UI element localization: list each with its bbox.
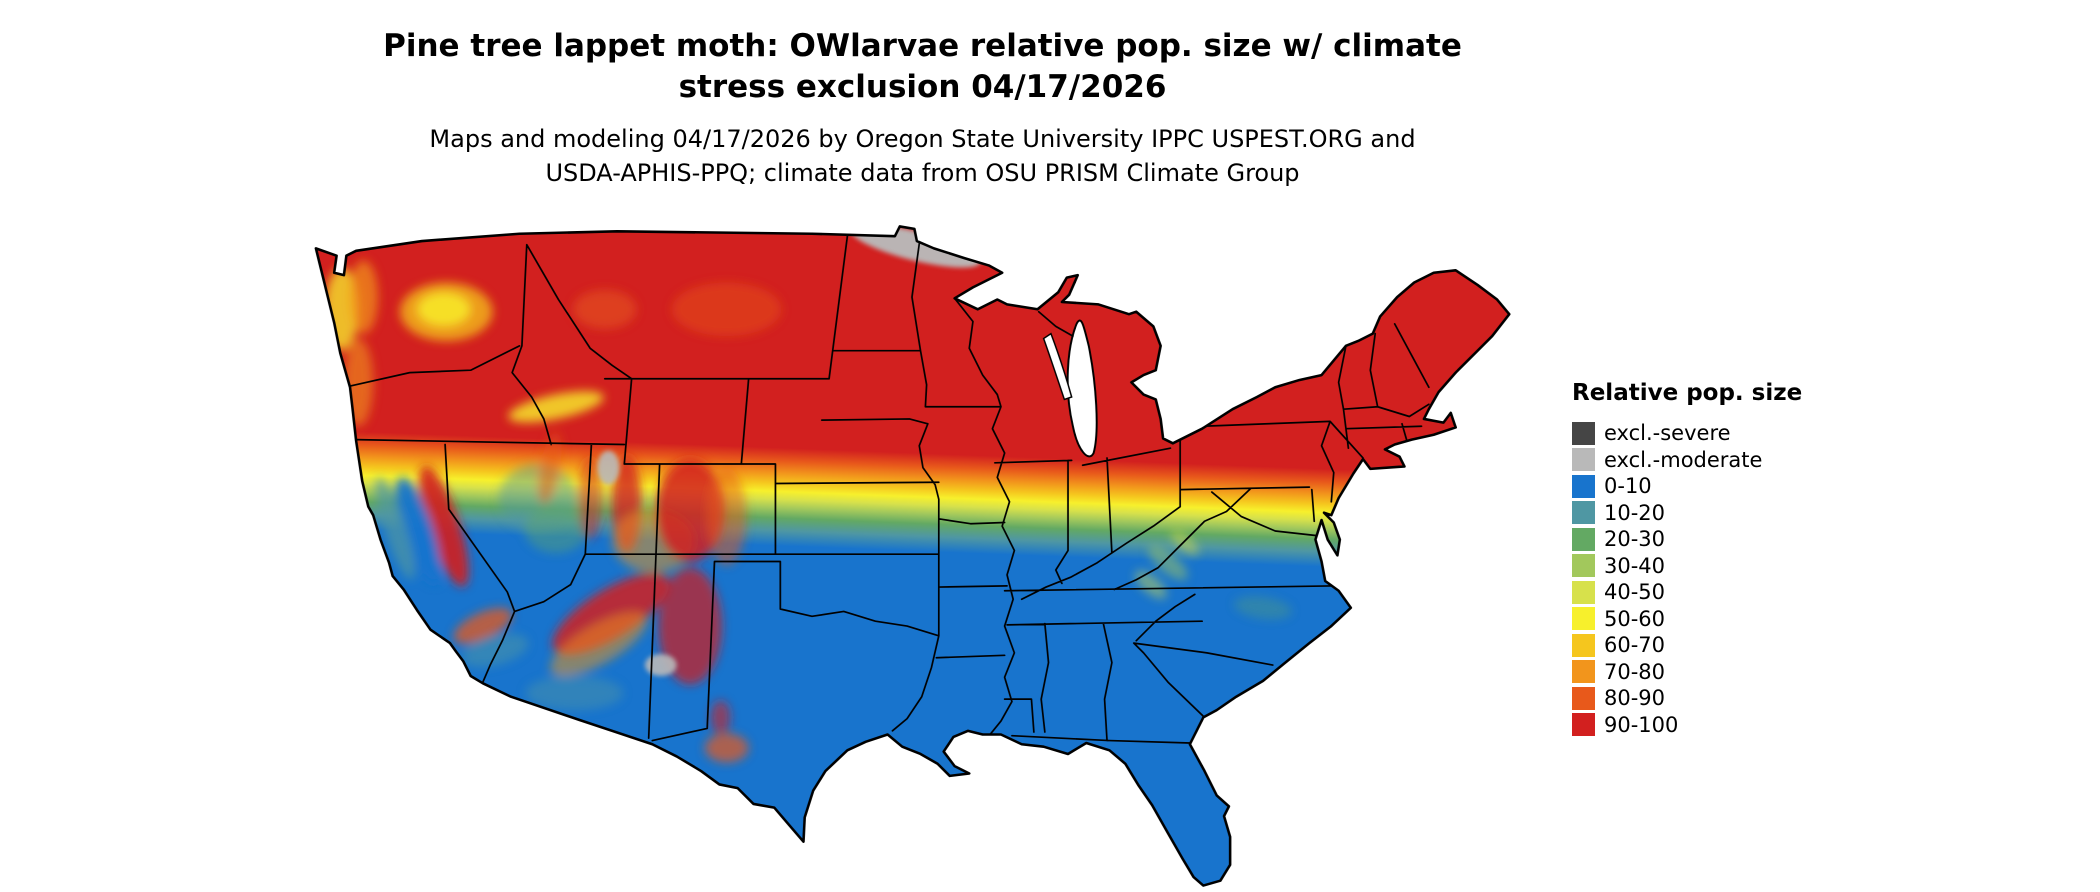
legend-item: 40-50 (1572, 579, 1932, 606)
legend-swatch (1572, 501, 1595, 525)
legend-item: 70-80 (1572, 659, 1932, 686)
subtitle-line-2: USDA-APHIS-PPQ; climate data from OSU PR… (545, 159, 1300, 187)
legend-item-label: 80-90 (1604, 686, 1666, 711)
legend-swatch (1572, 474, 1595, 498)
chart-title: Pine tree lappet moth: OWlarvae relative… (0, 26, 1845, 108)
legend-item: 0-10 (1572, 473, 1932, 500)
legend-items: excl.-severe excl.-moderate 0-10 10-20 20-30… (1572, 420, 1932, 738)
legend-swatch (1572, 554, 1595, 578)
legend-item-label: 30-40 (1604, 553, 1666, 578)
legend-title: Relative pop. size (1572, 380, 1803, 406)
legend-item-label: 20-30 (1604, 527, 1666, 552)
legend-item: 20-30 (1572, 526, 1932, 553)
legend-item: 60-70 (1572, 632, 1932, 659)
legend-item-label: 70-80 (1604, 659, 1666, 684)
legend-swatch (1572, 607, 1595, 631)
legend-item: 80-90 (1572, 685, 1932, 712)
legend-swatch (1572, 421, 1595, 445)
legend-item-label: 60-70 (1604, 633, 1666, 658)
subtitle-line-1: Maps and modeling 04/17/2026 by Oregon S… (429, 125, 1416, 153)
legend-swatch (1572, 448, 1595, 472)
legend-swatch (1572, 686, 1595, 710)
legend-item: 50-60 (1572, 606, 1932, 633)
legend-item: excl.-severe (1572, 420, 1932, 447)
legend-swatch (1572, 580, 1595, 604)
title-line-2: stress exclusion 04/17/2026 (678, 69, 1167, 105)
title-line-1: Pine tree lappet moth: OWlarvae relative… (383, 28, 1462, 64)
legend-item: 30-40 (1572, 553, 1932, 580)
legend-item: 10-20 (1572, 500, 1932, 527)
green-bay-lake (1042, 332, 1073, 401)
legend-item: excl.-moderate (1572, 447, 1932, 474)
legend-item-label: 90-100 (1604, 712, 1679, 737)
us-base-fill (315, 226, 1510, 886)
legend-item: 90-100 (1572, 712, 1932, 739)
legend-swatch (1572, 660, 1595, 684)
legend-swatch (1572, 633, 1595, 657)
legend-item-label: 40-50 (1604, 580, 1666, 605)
terrain-overlay (324, 260, 1293, 763)
state-borders (349, 235, 1430, 761)
legend-item-label: excl.-severe (1604, 421, 1731, 446)
us-map-svg (314, 225, 1511, 887)
legend-item-label: 0-10 (1604, 474, 1652, 499)
legend-item-label: 10-20 (1604, 500, 1666, 525)
legend-swatch (1572, 527, 1595, 551)
chart-subtitle: Maps and modeling 04/17/2026 by Oregon S… (0, 122, 1845, 190)
legend-item-label: 50-60 (1604, 606, 1666, 631)
legend: Relative pop. size excl.-severe excl.-mod… (1572, 380, 1932, 738)
legend-item-label: excl.-moderate (1604, 447, 1763, 472)
us-map-figure (300, 224, 1519, 888)
legend-swatch (1572, 713, 1595, 737)
